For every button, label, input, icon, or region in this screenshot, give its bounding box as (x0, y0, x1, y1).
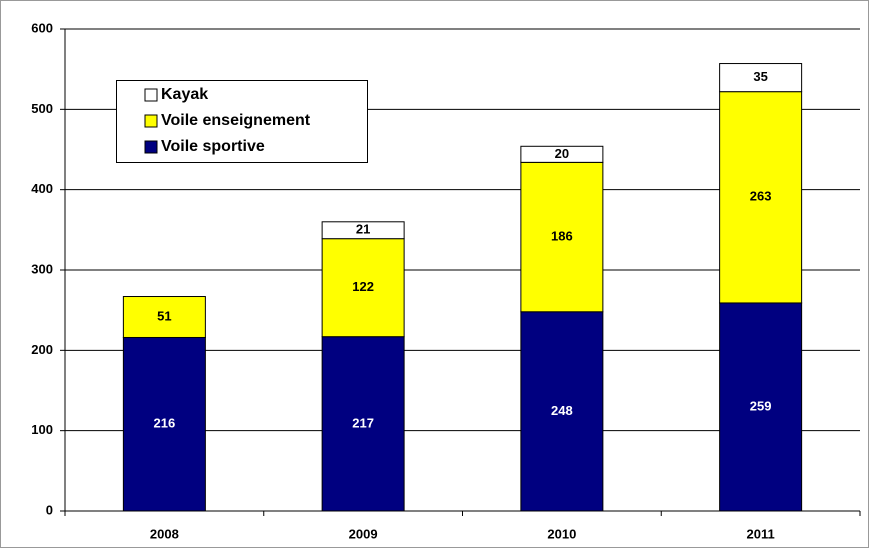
data-label: 259 (750, 398, 772, 413)
data-label: 51 (157, 308, 171, 323)
data-label: 217 (352, 415, 374, 430)
y-tick-label: 0 (46, 502, 53, 517)
y-tick-label: 500 (31, 101, 53, 116)
legend-swatch (144, 114, 158, 128)
data-label: 263 (750, 189, 772, 204)
y-tick-label: 600 (31, 20, 53, 35)
bar-segment (520, 311, 604, 512)
bar-segment (719, 91, 803, 304)
legend-box (116, 80, 368, 163)
data-label: 20 (555, 146, 569, 161)
bar-segment (321, 336, 405, 512)
legend-swatch (144, 140, 158, 154)
bar-segment (520, 161, 604, 313)
legend-label: Kayak (161, 86, 208, 103)
bar-segment (321, 238, 405, 338)
x-tick-label: 2010 (547, 526, 576, 541)
legend-swatch (144, 88, 158, 102)
data-label: 21 (356, 222, 370, 237)
bar-segment (122, 296, 206, 338)
bar-segment (719, 302, 803, 512)
data-label: 216 (154, 416, 176, 431)
bar-segment (719, 63, 803, 93)
bar-segment (321, 221, 405, 240)
y-tick-label: 100 (31, 422, 53, 437)
bar-segment (122, 336, 206, 512)
bar-segment (520, 145, 604, 163)
x-tick-label: 2008 (150, 526, 179, 541)
x-tick-label: 2009 (349, 526, 378, 541)
x-tick-label: 2011 (747, 526, 775, 541)
legend-label: Voile sportive (161, 138, 265, 155)
y-tick-label: 400 (31, 181, 53, 196)
data-label: 248 (551, 403, 573, 418)
data-label: 35 (753, 69, 767, 84)
data-label: 186 (551, 229, 573, 244)
data-label: 122 (352, 279, 374, 294)
y-tick-label: 300 (31, 261, 53, 276)
y-tick-label: 200 (31, 342, 53, 357)
legend-label: Voile enseignement (161, 112, 311, 129)
